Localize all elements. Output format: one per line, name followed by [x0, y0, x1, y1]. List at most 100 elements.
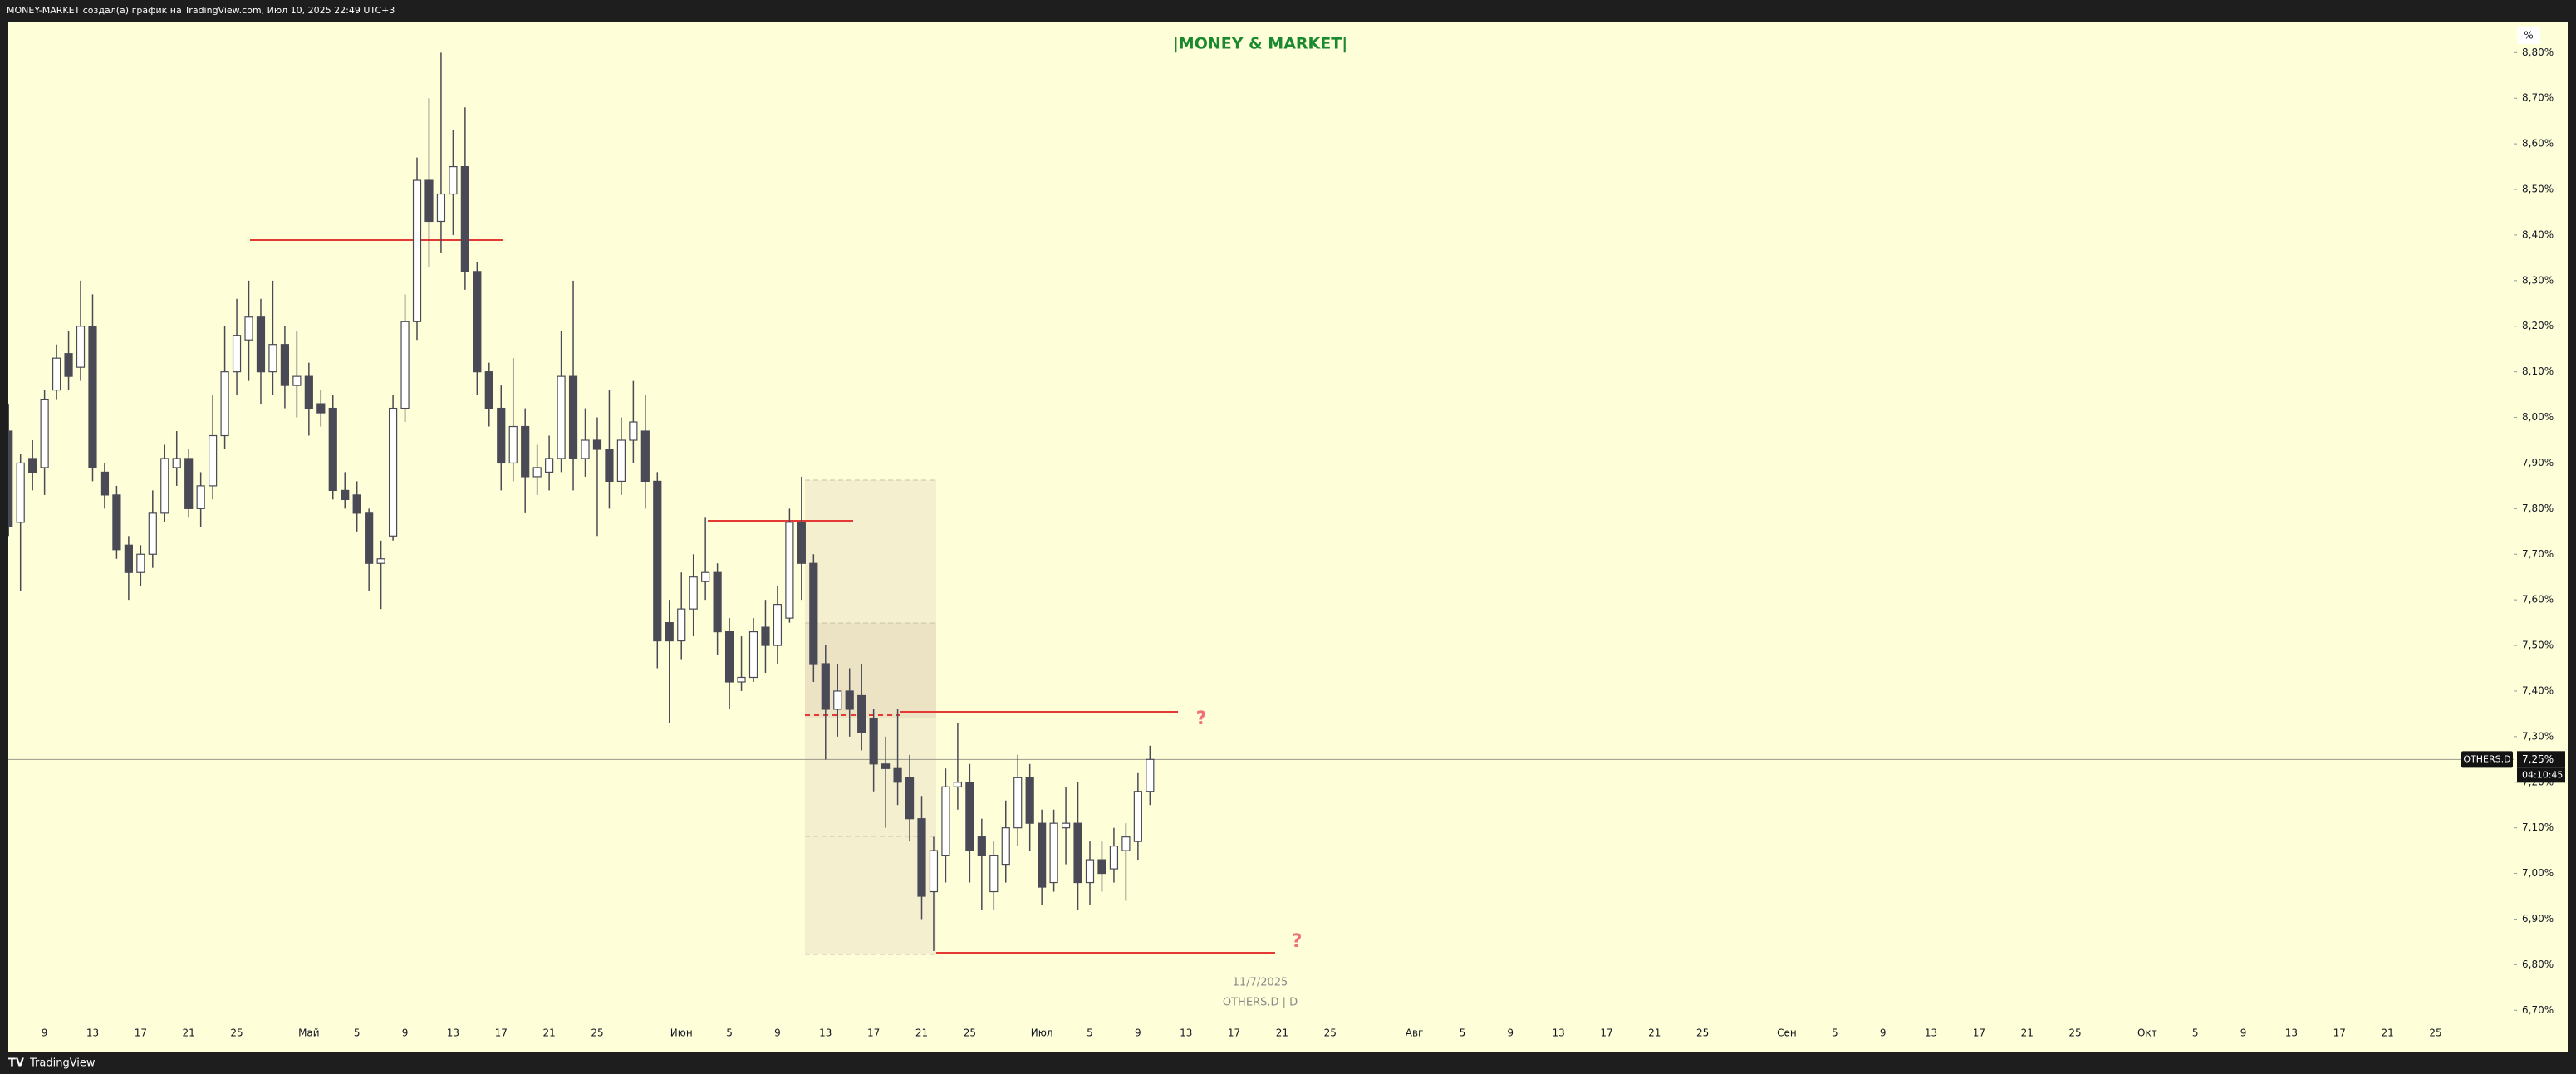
candle-body-up — [16, 462, 25, 523]
candle-body-down — [328, 407, 337, 491]
x-tick-label: 25 — [1324, 1027, 1337, 1039]
candle-body-up — [1061, 822, 1071, 829]
candle-body-up — [436, 193, 446, 223]
candle-body-up — [929, 850, 939, 893]
candle-body-up — [989, 855, 999, 893]
candle-body-up — [1085, 859, 1095, 884]
annotation: ? — [1292, 931, 1303, 952]
candle-body-down — [256, 316, 266, 373]
candle-body-up — [557, 375, 566, 459]
candle-body-up — [737, 676, 746, 683]
x-tick-label: 5 — [2192, 1027, 2199, 1039]
candle-body-up — [616, 439, 626, 483]
candle-body-down — [724, 630, 734, 683]
candle-body-up — [388, 407, 398, 537]
candle-body-up — [160, 458, 169, 514]
candle-body-up — [532, 467, 542, 478]
x-tick-label: 17 — [135, 1027, 147, 1039]
y-tick-label: 8,30% — [2522, 274, 2554, 286]
y-tick-label: 8,20% — [2522, 320, 2554, 331]
candle-body-up — [941, 786, 950, 856]
logo-text: TradingView — [29, 1057, 96, 1070]
candle-body-up — [701, 571, 710, 582]
candle-body-up — [172, 458, 181, 468]
x-tick-label: 17 — [495, 1027, 508, 1039]
x-tick-label: 25 — [230, 1027, 243, 1039]
x-tick-label: 17 — [1973, 1027, 1985, 1039]
countdown-tag — [2517, 767, 2565, 783]
candle-body-down — [460, 165, 469, 272]
candle-body-down — [881, 763, 891, 769]
y-tick-label: 7,00% — [2522, 867, 2554, 879]
candle-body-up — [244, 316, 253, 341]
plot — [8, 52, 1155, 951]
symbol-tag — [2461, 751, 2513, 768]
x-tick-label: 17 — [2333, 1027, 2346, 1039]
y-tick-label: 6,70% — [2522, 1004, 2554, 1016]
x-tick-label: 13 — [1552, 1027, 1564, 1039]
candle-body-up — [508, 425, 518, 464]
y-tick-label: 7,10% — [2522, 821, 2554, 833]
candle-body-down — [112, 494, 121, 551]
candle-body-up — [1133, 791, 1142, 842]
candle-body-up — [449, 165, 458, 195]
candle-body-down — [869, 718, 878, 765]
candle-body-down — [592, 439, 602, 450]
logo-mark: 𝗧𝗩 — [8, 1057, 24, 1070]
y-tick-label: 8,80% — [2522, 47, 2554, 58]
date-label: 11/7/2025 — [1233, 977, 1288, 989]
x-tick-label: 13 — [2285, 1027, 2298, 1039]
candle-body-up — [76, 326, 86, 368]
x-tick-label: 17 — [867, 1027, 880, 1039]
candle-body-down — [713, 571, 722, 633]
candle-body-up — [773, 604, 783, 646]
chart-title: |MONEY & MARKET| — [1173, 35, 1347, 53]
candle-body-up — [1001, 827, 1010, 866]
x-tick-label: Сен — [1777, 1027, 1797, 1039]
candle-body-down — [124, 544, 133, 573]
candle-body-down — [473, 271, 482, 373]
candle-body-up — [136, 553, 145, 573]
candle-body-down — [365, 512, 374, 564]
y-tick-label: 8,70% — [2522, 92, 2554, 104]
candle-body-up — [545, 458, 554, 473]
candle-body-up — [629, 421, 638, 441]
x-tick-label: 25 — [2068, 1027, 2081, 1039]
candle-body-down — [821, 663, 830, 710]
price-tag-label: 7,25% — [2522, 753, 2554, 765]
y-tick-label: 6,80% — [2522, 959, 2554, 970]
x-tick-label: 17 — [1228, 1027, 1240, 1039]
drawings — [250, 239, 1275, 955]
candle-body-up — [581, 439, 590, 459]
footer-logo: 𝗧𝗩 TradingView — [8, 1057, 96, 1070]
x-tick-label: 25 — [964, 1027, 976, 1039]
candle-body-up — [40, 398, 49, 468]
unit-label: % — [2524, 30, 2533, 42]
candle-body-down — [893, 767, 902, 783]
candle-body-down — [568, 375, 578, 459]
candle-body-up — [209, 434, 218, 487]
x-tick-label: 9 — [402, 1027, 409, 1039]
candle-body-up — [220, 371, 229, 437]
x-tick-label: 13 — [86, 1027, 99, 1039]
candle-body-up — [52, 357, 61, 391]
candle-body-down — [665, 622, 674, 642]
watermark: OTHERS.D | D — [1223, 997, 1298, 1009]
candle-body-up — [953, 782, 962, 787]
candle-body-down — [809, 562, 818, 665]
candle-body-up — [268, 344, 277, 373]
candle-body-up — [1013, 777, 1023, 829]
candle-body-down — [1038, 822, 1047, 888]
candle-body-up — [412, 179, 422, 322]
candle-body-down — [917, 818, 926, 897]
candle-body-up — [1049, 822, 1058, 884]
x-tick-label: 21 — [2381, 1027, 2393, 1039]
x-tick-label: Май — [298, 1027, 320, 1039]
y-tick-label: 7,30% — [2522, 730, 2554, 742]
candle-body-down — [1097, 859, 1106, 875]
x-tick-label: 5 — [726, 1027, 733, 1039]
x-tick-label: 9 — [42, 1027, 48, 1039]
candle-body-down — [605, 449, 614, 483]
x-tick-label: 17 — [1600, 1027, 1612, 1039]
